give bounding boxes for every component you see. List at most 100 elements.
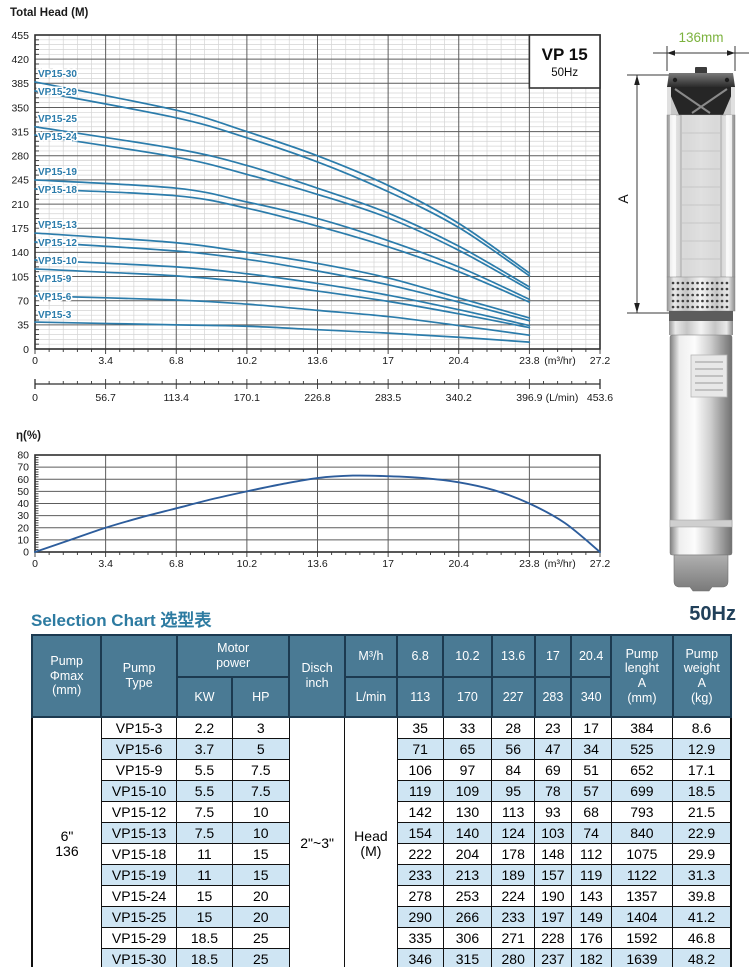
table-row: VP15-25 15 20 290 266 233 197 149 1404 41.2 [32, 906, 732, 928]
pump-type-cell: VP15-24 [100, 885, 178, 907]
col-lmin-1: 113 [396, 676, 445, 718]
pump-length-cell: 1357 [610, 885, 674, 907]
head-value-cell: 278 [396, 885, 444, 907]
pump-weight-cell: 29.9 [672, 843, 732, 865]
head-value-cell: 142 [396, 801, 444, 823]
col-kw: KW [175, 676, 234, 718]
svg-text:27.2: 27.2 [590, 558, 611, 570]
head-value-cell: 148 [534, 843, 572, 865]
head-value-cell: 124 [491, 822, 536, 844]
head-value-cell: 197 [534, 906, 572, 928]
svg-text:VP15-3: VP15-3 [38, 310, 72, 321]
col-pump-phimax: Pump Φmax (mm) [30, 634, 103, 718]
svg-text:6.8: 6.8 [169, 355, 184, 367]
head-value-cell: 290 [396, 906, 444, 928]
col-lmin-4: 283 [533, 676, 573, 718]
svg-text:105: 105 [11, 271, 29, 283]
head-value-cell: 306 [442, 927, 493, 949]
svg-text:113.4: 113.4 [164, 392, 190, 404]
head-value-cell: 47 [534, 738, 572, 760]
head-value-cell: 346 [396, 948, 444, 967]
pump-body [666, 67, 736, 592]
head-value-cell: 34 [570, 738, 612, 760]
head-value-cell: 93 [534, 801, 572, 823]
width-dimension-label: 136mm [678, 30, 723, 45]
pump-length-cell: 525 [610, 738, 674, 760]
svg-text:210: 210 [11, 199, 29, 211]
head-value-cell: 51 [570, 759, 612, 781]
selection-table-body: 6" 136 VP15-3 2.2 3 2"~3" Head (M) 35 33 28 23 17 3… [31, 716, 732, 967]
table-row: VP15-19 11 15 233 213 189 157 119 1122 31.3 [32, 864, 732, 886]
svg-text:17: 17 [382, 355, 394, 367]
svg-text:10: 10 [17, 534, 29, 546]
svg-text:Total Head (M): Total Head (M) [10, 7, 89, 19]
head-capacity-chart: 0 35 70 105 140 175 210 245 280 315 350 385 420 455 VP… [10, 7, 613, 404]
hp-cell: 15 [231, 864, 290, 886]
table-row: VP15-24 15 20 278 253 224 190 143 1357 39.8 [32, 885, 732, 907]
head-value-cell: 253 [442, 885, 493, 907]
kw-cell: 18.5 [176, 948, 233, 967]
pump-type-cell: VP15-9 [100, 759, 178, 781]
head-value-cell: 176 [570, 927, 612, 949]
pump-type-cell: VP15-18 [100, 843, 178, 865]
head-value-cell: 237 [534, 948, 572, 967]
head-value-cell: 103 [534, 822, 572, 844]
pump-type-cell: VP15-25 [100, 906, 178, 928]
pump-image: 136mm A [615, 30, 749, 592]
svg-text:340.2: 340.2 [446, 392, 472, 404]
head-value-cell: 33 [442, 716, 493, 739]
pump-type-cell: VP15-13 [100, 822, 178, 844]
pump-weight-cell: 17.1 [672, 759, 732, 781]
head-value-cell: 119 [570, 864, 612, 886]
head-value-cell: 154 [396, 822, 444, 844]
head-value-cell: 97 [442, 759, 493, 781]
kw-cell: 11 [176, 864, 233, 886]
kw-cell: 15 [176, 885, 233, 907]
head-value-cell: 106 [396, 759, 444, 781]
hp-cell: 5 [231, 738, 290, 760]
pump-weight-cell: 39.8 [672, 885, 732, 907]
head-value-cell: 213 [442, 864, 493, 886]
col-hp: HP [231, 676, 291, 718]
head-value-cell: 222 [396, 843, 444, 865]
head-value-cell: 157 [534, 864, 572, 886]
hp-cell: 20 [231, 906, 290, 928]
svg-text:(L/min): (L/min) [546, 392, 579, 404]
pump-length-cell: 699 [610, 780, 674, 802]
pump-discharge-head [667, 73, 735, 87]
svg-text:50Hz: 50Hz [551, 67, 578, 79]
head-value-cell: 130 [442, 801, 493, 823]
kw-cell: 7.5 [176, 822, 233, 844]
col-lmin-2: 170 [442, 676, 493, 718]
kw-cell: 18.5 [176, 927, 233, 949]
hp-cell: 25 [231, 927, 290, 949]
col-lmin-5: 340 [570, 676, 613, 718]
svg-text:VP15-24: VP15-24 [38, 132, 77, 143]
head-value-cell: 78 [534, 780, 572, 802]
svg-text:455: 455 [11, 30, 29, 42]
head-value-cell: 74 [570, 822, 612, 844]
table-row: VP15-12 7.5 10 142 130 113 93 68 793 21.5 [32, 801, 732, 823]
svg-text:0: 0 [32, 558, 38, 570]
table-row: VP15-18 11 15 222 204 178 148 112 1075 29.9 [32, 843, 732, 865]
svg-text:(m³/hr): (m³/hr) [544, 558, 576, 570]
head-value-cell: 119 [396, 780, 444, 802]
svg-text:VP15-9: VP15-9 [38, 274, 72, 285]
svg-text:70: 70 [17, 295, 29, 307]
kw-cell: 2.2 [176, 716, 233, 739]
head-value-cell: 28 [491, 716, 536, 739]
svg-text:VP 15: VP 15 [542, 45, 588, 64]
col-lmin-3: 227 [490, 676, 536, 718]
col-flow-5: 20.4 [570, 634, 613, 678]
pump-length-cell: 793 [610, 801, 674, 823]
pump-weight-cell: 31.3 [672, 864, 732, 886]
svg-text:27.2: 27.2 [590, 355, 611, 367]
pump-type-cell: VP15-10 [100, 780, 178, 802]
selection-table-header: Pump Φmax (mm) Pump Type Motor power Dis… [30, 634, 733, 718]
svg-text:453.6: 453.6 [587, 392, 613, 404]
svg-text:10.2: 10.2 [237, 355, 258, 367]
head-value-cell: 23 [534, 716, 572, 739]
svg-text:20: 20 [17, 522, 29, 534]
hp-cell: 20 [231, 885, 290, 907]
